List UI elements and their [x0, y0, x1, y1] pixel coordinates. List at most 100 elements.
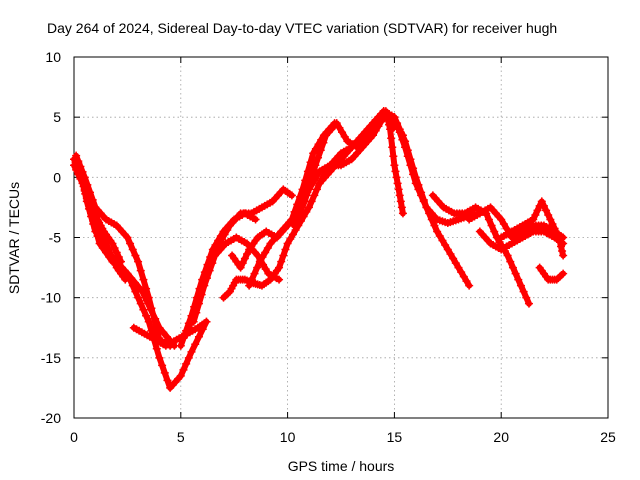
data-point-marker — [217, 235, 226, 244]
data-point-marker — [114, 253, 123, 262]
data-point-marker — [300, 197, 309, 206]
data-point-marker — [90, 206, 99, 215]
y-axis-label: SDTVAR / TECUs — [6, 182, 22, 294]
data-point-marker — [76, 165, 85, 174]
data-point-marker — [253, 263, 262, 272]
data-point-marker — [162, 332, 171, 341]
data-point-marker — [293, 200, 302, 209]
x-tick-label: 15 — [387, 429, 403, 445]
series-arc-19 — [497, 197, 568, 260]
data-point-marker — [394, 185, 403, 194]
data-point-marker — [250, 269, 259, 278]
data-point-marker — [390, 113, 399, 122]
data-point-marker — [147, 304, 156, 313]
data-point-marker — [74, 158, 83, 167]
data-point-marker — [369, 125, 378, 134]
data-point-marker — [194, 299, 203, 308]
data-point-marker — [542, 206, 551, 215]
data-point-marker — [539, 201, 548, 210]
data-point-marker — [546, 215, 555, 224]
data-point-marker — [197, 290, 206, 299]
data-point-marker — [202, 317, 211, 326]
data-point-marker — [187, 347, 196, 356]
data-point-marker — [529, 215, 538, 224]
data-point-marker — [490, 227, 499, 236]
data-point-marker — [224, 289, 233, 298]
data-point-marker — [78, 172, 87, 181]
data-point-marker — [194, 332, 203, 341]
series-arc-20 — [535, 263, 568, 284]
axis-ticks: 0 5 10 15 20 25 -20 -15 -10 -5 0 5 10 — [41, 49, 616, 445]
x-tick-label: 20 — [493, 429, 509, 445]
data-series — [70, 107, 568, 392]
data-point-marker — [134, 257, 143, 266]
data-point-marker — [319, 138, 328, 147]
data-point-marker — [134, 283, 143, 292]
data-point-marker — [311, 161, 320, 170]
data-point-marker — [544, 210, 553, 219]
data-point-marker — [302, 207, 311, 216]
data-point-marker — [258, 253, 267, 262]
data-point-marker — [176, 341, 185, 350]
data-point-marker — [559, 251, 568, 260]
x-tick-label: 5 — [177, 429, 185, 445]
chart-title: Day 264 of 2024, Sidereal Day-to-day VTE… — [47, 20, 557, 36]
data-point-marker — [459, 272, 468, 281]
data-point-marker — [247, 275, 256, 284]
data-point-marker — [462, 277, 471, 286]
data-point-marker — [554, 233, 563, 242]
data-point-marker — [533, 206, 542, 215]
data-point-marker — [555, 238, 564, 247]
data-point-marker — [411, 179, 420, 188]
data-point-marker — [152, 344, 161, 353]
data-point-marker — [417, 191, 426, 200]
data-point-marker — [275, 263, 284, 272]
data-point-marker — [304, 203, 313, 212]
data-point-marker — [435, 231, 444, 240]
data-point-marker — [295, 192, 304, 201]
data-point-marker — [335, 123, 344, 132]
data-point-marker — [287, 191, 296, 200]
data-point-marker — [130, 278, 139, 287]
data-point-marker — [158, 361, 167, 370]
data-point-marker — [443, 245, 452, 254]
data-point-marker — [126, 239, 135, 248]
data-point-marker — [136, 266, 145, 275]
data-point-marker — [401, 143, 410, 152]
data-point-marker — [557, 271, 566, 280]
data-point-marker — [220, 230, 229, 239]
series-arc-15 — [358, 107, 484, 228]
data-point-marker — [524, 299, 533, 308]
data-point-marker — [192, 308, 201, 317]
data-point-marker — [179, 365, 188, 374]
data-point-marker — [288, 230, 297, 239]
data-point-marker — [552, 228, 561, 237]
data-point-marker — [522, 293, 531, 302]
data-point-marker — [409, 170, 418, 179]
data-point-marker — [189, 317, 198, 326]
data-point-marker — [127, 274, 136, 283]
data-point-marker — [449, 254, 458, 263]
data-point-marker — [548, 219, 557, 228]
data-point-marker — [238, 259, 247, 268]
data-point-marker — [389, 152, 398, 161]
data-point-marker — [451, 259, 460, 268]
data-point-marker — [374, 116, 383, 125]
data-point-marker — [179, 334, 188, 343]
y-tick-label: -10 — [41, 290, 61, 306]
data-point-marker — [387, 134, 396, 143]
y-tick-label: 5 — [53, 109, 61, 125]
data-point-marker — [395, 191, 404, 200]
data-point-marker — [123, 233, 132, 242]
data-point-marker — [236, 263, 245, 272]
data-point-marker — [398, 135, 407, 144]
data-point-marker — [559, 269, 568, 278]
data-point-marker — [484, 215, 493, 224]
data-point-marker — [107, 251, 116, 260]
data-point-marker — [155, 353, 164, 362]
data-point-marker — [497, 215, 506, 224]
data-point-marker — [261, 248, 270, 257]
data-point-marker — [332, 119, 341, 128]
data-point-marker — [511, 269, 520, 278]
